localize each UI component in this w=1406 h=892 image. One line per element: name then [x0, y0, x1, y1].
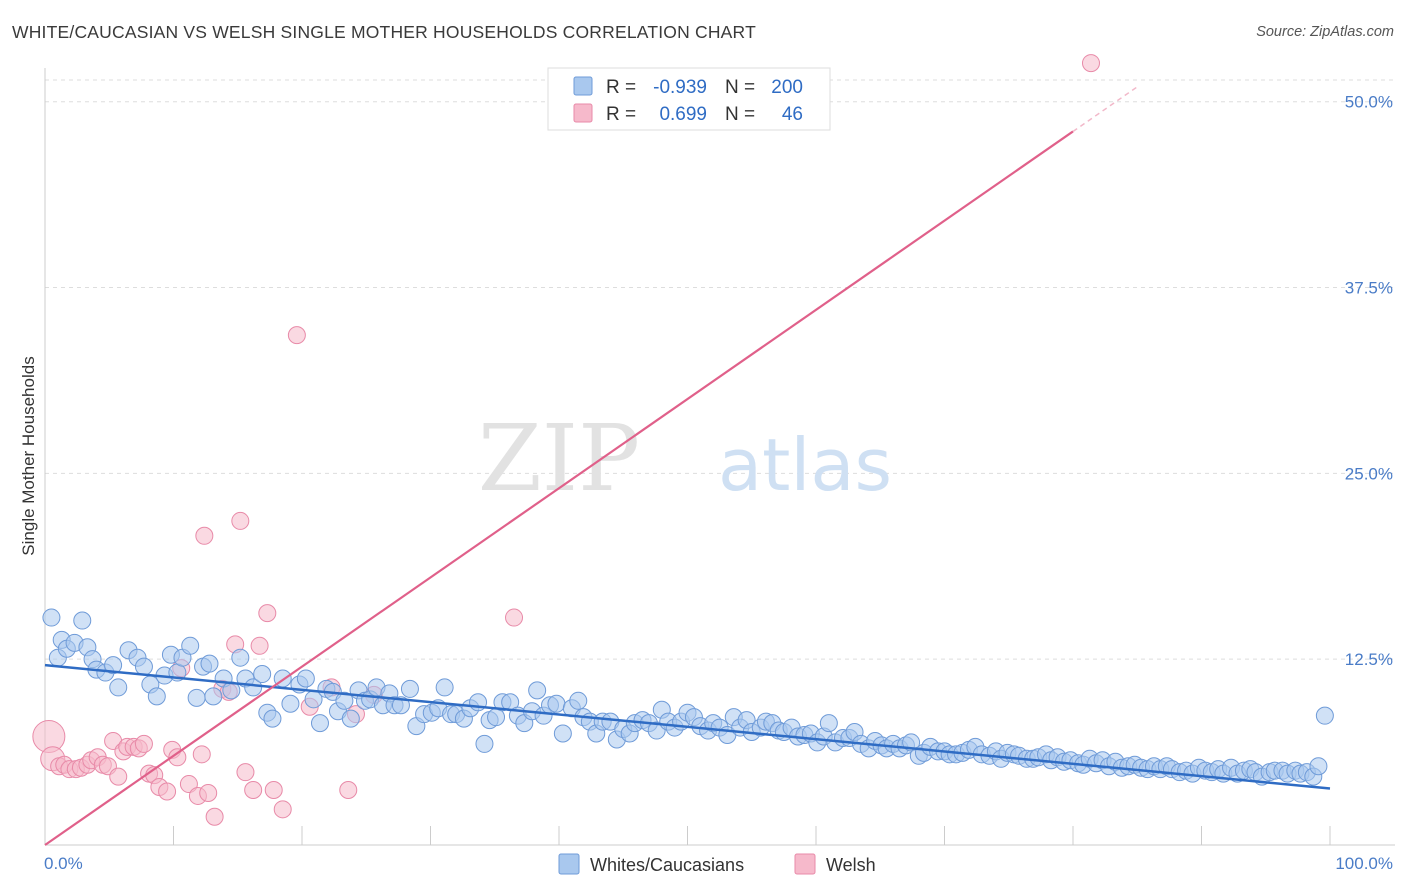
chart-title: WHITE/CAUCASIAN VS WELSH SINGLE MOTHER H…: [12, 22, 756, 42]
white-point: [231, 648, 250, 667]
white-point: [547, 694, 566, 713]
welsh-point: [273, 800, 292, 819]
welsh-point: [199, 783, 218, 802]
welsh-point: [264, 780, 283, 799]
legend-bottom-label-whites: Whites/Caucasians: [590, 855, 744, 875]
white-point: [391, 696, 410, 715]
white-point: [569, 691, 588, 710]
y-tick-label: 25.0%: [1345, 464, 1393, 483]
watermark: ZIP atlas: [478, 405, 892, 512]
white-trend-line: [44, 663, 1331, 790]
welsh-point: [258, 604, 277, 623]
white-point: [109, 678, 128, 697]
white-point: [147, 687, 166, 706]
x-tick-label: 0.0%: [44, 854, 83, 873]
welsh-point: [158, 782, 177, 801]
white-point: [181, 636, 200, 655]
white-point: [204, 687, 223, 706]
legend-swatch-pink: [573, 103, 593, 123]
welsh-point: [339, 780, 358, 799]
white-point: [528, 681, 547, 700]
white-point: [187, 688, 206, 707]
welsh-point: [250, 636, 269, 655]
welsh-point: [1081, 54, 1100, 73]
legend-n-value: 200: [771, 77, 803, 98]
welsh-point: [192, 745, 211, 764]
white-point: [400, 679, 419, 698]
y-tick-label: 37.5%: [1345, 279, 1393, 298]
legend-bottom-swatch-blue: [558, 853, 580, 875]
white-point: [1315, 706, 1334, 725]
white-point: [104, 656, 123, 675]
welsh-point: [168, 748, 187, 767]
welsh-points: [32, 54, 1100, 826]
tick-labels: 12.5% 25.0% 37.5% 50.0% 0.0% 100.0%: [44, 93, 1393, 873]
white-point: [310, 714, 329, 733]
legend-bottom: Whites/Caucasians Welsh: [558, 853, 876, 875]
welsh-point: [231, 511, 250, 530]
legend-n-label: N =: [725, 77, 755, 98]
welsh-point: [287, 326, 306, 345]
grid: [45, 79, 1395, 660]
legend-bottom-label-welsh: Welsh: [826, 855, 876, 875]
welsh-point: [505, 608, 524, 627]
welsh-point: [236, 763, 255, 782]
white-point: [553, 724, 572, 743]
white-point: [244, 678, 263, 697]
legend-r-label: R =: [606, 77, 636, 98]
y-tick-label: 50.0%: [1345, 93, 1393, 112]
white-point: [134, 657, 153, 676]
white-point: [200, 654, 219, 673]
welsh-point: [195, 526, 214, 545]
white-point: [263, 709, 282, 728]
legend-r-label: R =: [606, 104, 636, 125]
white-point: [253, 665, 272, 684]
welsh-point: [244, 780, 263, 799]
white-point: [341, 709, 360, 728]
legend-r-value: -0.939: [653, 77, 707, 98]
white-point: [435, 678, 454, 697]
y-axis-title: Single Mother Households: [19, 356, 38, 555]
legend-bottom-swatch-pink: [794, 853, 816, 875]
white-point: [281, 694, 300, 713]
chart-source: Source: ZipAtlas.com: [1256, 24, 1394, 40]
white-point: [73, 611, 92, 630]
white-point: [335, 691, 354, 710]
watermark-atlas: atlas: [718, 423, 892, 507]
y-tick-label: 12.5%: [1345, 650, 1393, 669]
welsh-trend-line: [44, 130, 1074, 846]
white-point: [1309, 757, 1328, 776]
white-point: [296, 669, 315, 688]
welsh-point: [205, 807, 224, 826]
trend-lines: [44, 86, 1331, 846]
welsh-point: [109, 767, 128, 786]
legend-n-value: 46: [782, 104, 803, 125]
welsh-point: [134, 734, 153, 753]
white-point: [475, 734, 494, 753]
axes: [44, 68, 1395, 846]
watermark-zip: ZIP: [478, 405, 640, 512]
x-tick-label: 100.0%: [1335, 854, 1393, 873]
legend-n-label: N =: [725, 104, 755, 125]
legend-r-value: 0.699: [659, 104, 707, 125]
white-point: [819, 714, 838, 733]
legend-top: R = -0.939 N = 200 R = 0.699 N = 46: [547, 67, 831, 131]
welsh-trend-extension: [1072, 86, 1138, 133]
white-point: [42, 608, 61, 627]
legend-swatch-blue: [573, 76, 593, 96]
